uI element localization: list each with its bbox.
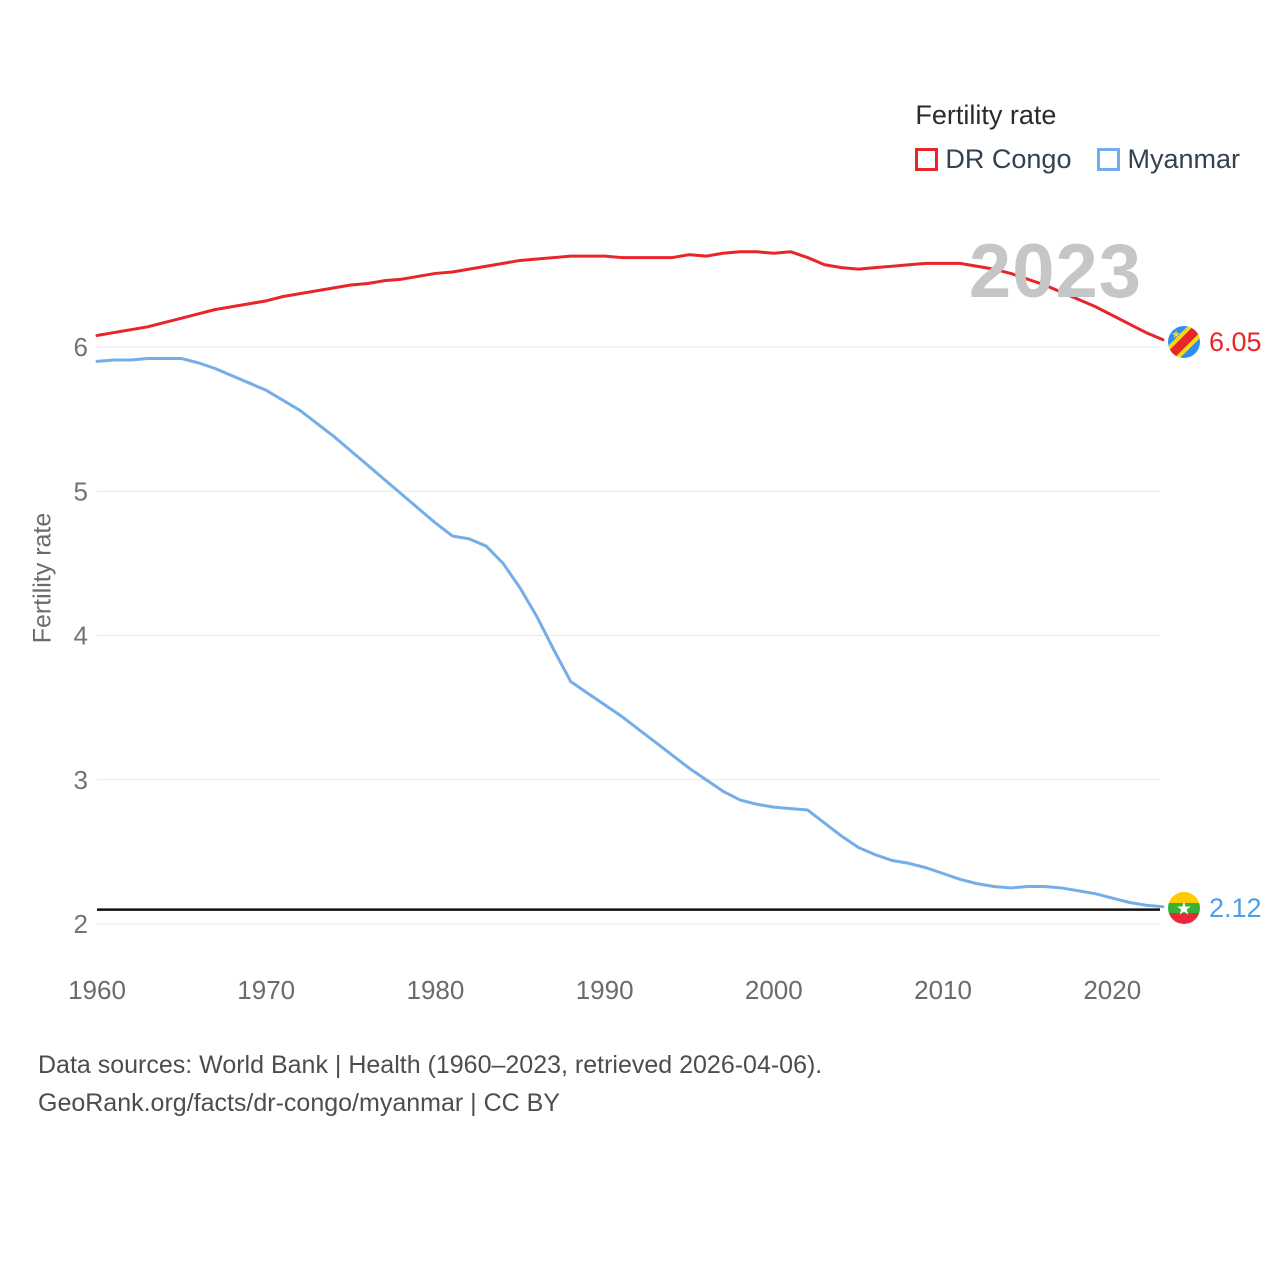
y-tick-label: 5 (74, 476, 88, 506)
x-tick-label: 1980 (406, 975, 464, 1005)
footer: Data sources: World Bank | Health (1960–… (38, 1046, 822, 1122)
series-line-dr-congo (95, 250, 1165, 342)
legend-items: DR Congo Myanmar (915, 144, 1240, 175)
svg-text:★: ★ (1171, 329, 1181, 341)
x-tick-label: 2020 (1083, 975, 1141, 1005)
y-tick-label: 3 (74, 765, 88, 795)
series-line-myanmar (95, 357, 1165, 909)
legend-label-dr-congo: DR Congo (945, 144, 1072, 174)
myanmar-flag-icon: ★ (1168, 892, 1200, 924)
legend-title: Fertility rate (915, 100, 1057, 130)
myanmar-swatch-icon (1097, 148, 1121, 171)
svg-text:★: ★ (1176, 899, 1192, 919)
legend-item-dr-congo[interactable]: DR Congo (915, 144, 1071, 175)
watermark-year: 2023 (968, 229, 1142, 314)
attribution-text: GeoRank.org/facts/dr-congo/myanmar | CC … (38, 1089, 560, 1117)
y-tick-label: 2 (74, 909, 88, 939)
legend-item-myanmar[interactable]: Myanmar (1097, 144, 1240, 175)
end-label-myanmar: ★ 2.12 (1168, 892, 1262, 924)
end-label-dr-congo: ★ 6.05 (1168, 326, 1262, 358)
x-tick-label: 2000 (745, 975, 803, 1005)
end-value-dr-congo: 6.05 (1209, 326, 1262, 357)
x-tick-label: 1960 (68, 975, 126, 1005)
data-sources-text: Data sources: World Bank | Health (1960–… (38, 1051, 823, 1079)
dr-congo-flag-icon: ★ (1168, 326, 1200, 358)
dr-congo-swatch-icon (915, 148, 939, 171)
legend-label-myanmar: Myanmar (1127, 144, 1240, 174)
end-value-myanmar: 2.12 (1209, 892, 1262, 923)
y-axis-title: Fertility rate (28, 512, 57, 644)
x-tick-label: 1970 (237, 975, 295, 1005)
x-tick-label: 2010 (914, 975, 972, 1005)
y-tick-label: 4 (74, 621, 88, 651)
y-tick-label: 6 (74, 332, 88, 362)
legend: Fertility rate DR Congo Myanmar (915, 100, 1240, 175)
x-tick-label: 1990 (576, 975, 634, 1005)
